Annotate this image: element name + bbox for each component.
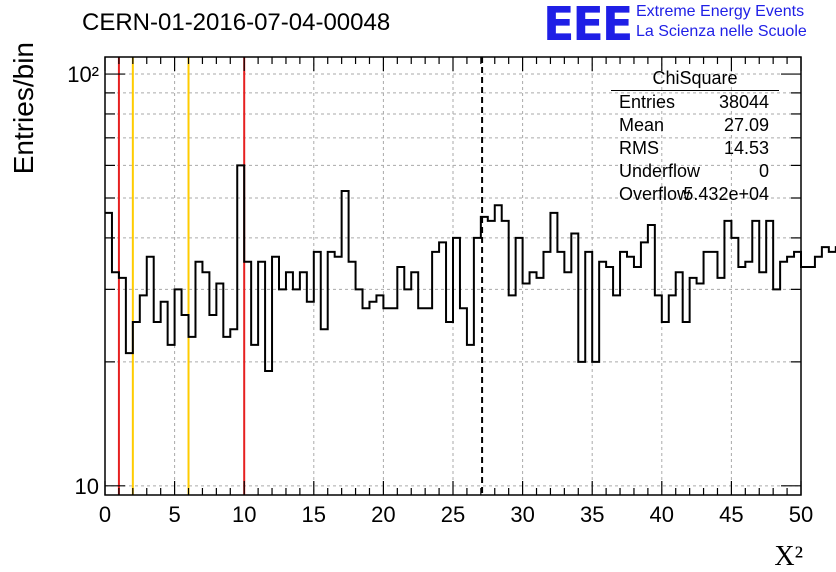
x-tick-label: 45 xyxy=(719,502,743,527)
logo-text-line2: La Scienza nelle Scuole xyxy=(636,23,807,40)
x-tick-label: 35 xyxy=(580,502,604,527)
stat-row-overflow: Overflow 5.432e+04 xyxy=(619,184,769,206)
stat-value: 0 xyxy=(758,161,769,181)
stats-title: ChiSquare xyxy=(652,68,738,88)
x-tick-label: 50 xyxy=(789,502,813,527)
stats-divider xyxy=(611,90,779,91)
stat-value: 14.53 xyxy=(723,138,769,158)
x-tick-label: 10 xyxy=(232,502,256,527)
axis-ticks xyxy=(104,57,802,495)
stat-key: Underflow xyxy=(619,161,701,181)
stat-key: Mean xyxy=(619,115,665,135)
logo-text-line1: Extreme Energy Events xyxy=(636,3,805,20)
x-tick-label: 30 xyxy=(510,502,534,527)
x-tick-label: 20 xyxy=(371,502,395,527)
stat-value: 27.09 xyxy=(723,115,769,135)
stat-value: 38044 xyxy=(718,92,769,112)
stat-row-entries: Entries 38044 xyxy=(619,92,769,114)
stat-row-rms: RMS 14.53 xyxy=(619,138,769,160)
eee-logo: EEE xyxy=(543,0,633,51)
x-tick-label: 5 xyxy=(168,502,180,527)
y-tick-label: 10² xyxy=(67,62,99,87)
stat-value: 5.432e+04 xyxy=(683,184,769,204)
y-axis-label: Entries/bin xyxy=(8,42,39,174)
y-tick-label: 10 xyxy=(75,474,99,499)
x-tick-label: 25 xyxy=(441,502,465,527)
x-tick-label: 0 xyxy=(99,502,111,527)
x-tick-label: 40 xyxy=(650,502,674,527)
histogram-series xyxy=(105,164,836,373)
run-title: CERN-01-2016-07-04-00048 xyxy=(82,9,391,36)
stats-box: ChiSquare Entries 38044 Mean 27.09 RMS 1… xyxy=(611,66,779,206)
stat-row-mean: Mean 27.09 xyxy=(619,115,769,137)
stat-key: Entries xyxy=(619,92,676,112)
stat-key: Overflow xyxy=(619,184,691,204)
x-tick-label: 15 xyxy=(302,502,326,527)
stat-key: RMS xyxy=(619,138,659,158)
stat-row-underflow: Underflow 0 xyxy=(619,161,769,183)
tick-labels: 0 5 10 15 20 25 30 35 40 45 50 10 10² xyxy=(67,62,813,527)
x-axis-label: X² xyxy=(774,541,803,572)
